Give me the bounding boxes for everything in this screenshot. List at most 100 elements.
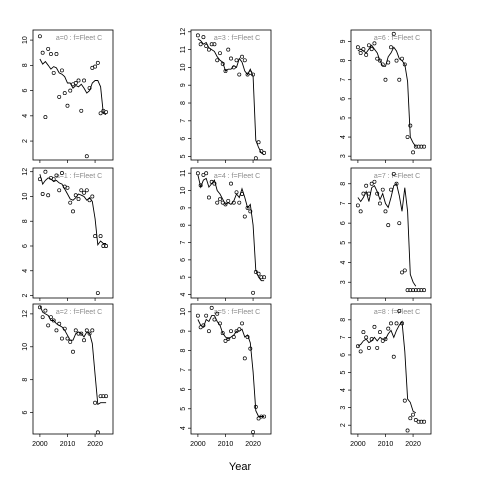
observed-point bbox=[358, 349, 363, 354]
observed-point bbox=[209, 305, 214, 310]
y-tick-label: 8 bbox=[340, 59, 347, 63]
fitted-line bbox=[197, 174, 265, 282]
observed-point bbox=[251, 290, 256, 295]
observed-point bbox=[90, 194, 95, 199]
observed-point bbox=[394, 321, 399, 326]
observed-point bbox=[57, 321, 62, 326]
x-tick-label: 2010 bbox=[378, 441, 394, 448]
panel-label: a=1 : f=Fleet C bbox=[56, 173, 102, 180]
observed-point bbox=[375, 191, 380, 196]
y-tick-label: 11 bbox=[180, 46, 187, 53]
observed-point bbox=[84, 328, 89, 333]
panel-1: 5 6 7 8 9 10 11 12 a=3 : f=Fleet C bbox=[180, 28, 272, 163]
observed-point bbox=[73, 81, 78, 85]
observed-point bbox=[220, 200, 225, 205]
observed-point bbox=[369, 181, 374, 186]
y-tick-label: 10 bbox=[22, 192, 29, 200]
observed-point bbox=[372, 41, 377, 46]
observed-point bbox=[212, 42, 217, 47]
observed-point bbox=[389, 187, 393, 192]
observed-point bbox=[253, 270, 258, 274]
observed-point bbox=[389, 321, 393, 326]
y-tick-label: 3 bbox=[340, 406, 347, 410]
observed-point bbox=[229, 181, 233, 186]
y-tick-label: 5 bbox=[340, 116, 347, 120]
observed-point bbox=[226, 47, 231, 52]
observed-point bbox=[413, 144, 418, 149]
observed-point bbox=[259, 149, 264, 154]
observed-point bbox=[413, 417, 418, 422]
observed-point bbox=[223, 202, 228, 207]
observed-point bbox=[79, 108, 84, 113]
y-tick-label: 7 bbox=[180, 368, 187, 372]
observed-point bbox=[262, 275, 267, 280]
panel-frame bbox=[32, 303, 114, 435]
y-tick-label: 10 bbox=[180, 187, 187, 195]
observed-point bbox=[43, 115, 48, 120]
observed-point bbox=[380, 187, 385, 192]
observed-point bbox=[218, 321, 222, 326]
fitted-line bbox=[39, 58, 107, 116]
observed-point bbox=[98, 394, 103, 399]
observed-point bbox=[251, 430, 256, 435]
x-tick-label: 2010 bbox=[218, 441, 234, 448]
observed-point bbox=[419, 288, 424, 293]
observed-point bbox=[411, 288, 416, 293]
panel-7: 4 5 6 7 8 9 10 2000 2010 2020 a=5 : f=Fleet C bbox=[180, 303, 272, 448]
observed-point bbox=[364, 183, 369, 188]
observed-point bbox=[237, 72, 242, 77]
observed-point bbox=[206, 329, 211, 334]
y-tick-label: 12 bbox=[22, 168, 29, 176]
observed-point bbox=[90, 328, 95, 333]
observed-point bbox=[253, 404, 258, 409]
y-tick-label: 7 bbox=[340, 335, 347, 339]
observed-point bbox=[198, 42, 203, 47]
observed-point bbox=[229, 329, 233, 334]
observed-point bbox=[220, 61, 225, 66]
y-tick-label: 2 bbox=[340, 423, 347, 427]
observed-point bbox=[60, 171, 64, 175]
x-axis-title: Year bbox=[229, 461, 252, 473]
observed-point bbox=[218, 51, 222, 56]
observed-point bbox=[76, 78, 81, 83]
observed-point bbox=[101, 244, 106, 248]
y-tick-label: 12 bbox=[180, 28, 187, 36]
fitted-line bbox=[357, 44, 417, 147]
panel-frame bbox=[32, 29, 114, 161]
y-tick-label: 3 bbox=[340, 154, 347, 158]
observed-point bbox=[65, 185, 70, 190]
panel-3: 2 4 6 8 10 12 a=1 : f=Fleet C bbox=[22, 167, 114, 301]
observed-point bbox=[369, 337, 374, 342]
y-tick-label: 10 bbox=[180, 308, 187, 316]
panel-label: a=4 : f=Fleet C bbox=[214, 173, 260, 180]
observed-point bbox=[201, 323, 206, 328]
y-tick-label: 6 bbox=[180, 258, 187, 262]
observed-point bbox=[408, 416, 413, 421]
observed-point bbox=[76, 331, 81, 336]
y-tick-label: 5 bbox=[340, 370, 347, 374]
y-tick-label: 4 bbox=[22, 114, 29, 118]
observed-point bbox=[71, 349, 75, 354]
observed-point bbox=[226, 336, 231, 341]
observed-point bbox=[245, 72, 250, 77]
observed-point bbox=[104, 110, 109, 114]
observed-point bbox=[54, 173, 59, 178]
fitted-line bbox=[357, 183, 417, 287]
panel-0: 2 4 6 8 10 a=0 : f=Fleet C bbox=[22, 29, 114, 163]
fitted-line bbox=[357, 320, 417, 414]
observed-point bbox=[245, 335, 250, 339]
observed-point bbox=[104, 244, 109, 248]
observed-point bbox=[40, 192, 45, 196]
x-tick-label: 2020 bbox=[245, 441, 261, 448]
observed-point bbox=[68, 88, 73, 93]
observed-point bbox=[51, 318, 56, 323]
observed-point bbox=[383, 209, 388, 214]
observed-point bbox=[201, 172, 206, 177]
observed-point bbox=[242, 214, 247, 219]
panel-label: a=3 : f=Fleet C bbox=[214, 35, 260, 42]
observed-point bbox=[256, 416, 261, 421]
observed-point bbox=[397, 309, 402, 313]
observed-point bbox=[256, 271, 261, 276]
observed-point bbox=[358, 50, 363, 55]
y-tick-label: 6 bbox=[180, 137, 187, 141]
